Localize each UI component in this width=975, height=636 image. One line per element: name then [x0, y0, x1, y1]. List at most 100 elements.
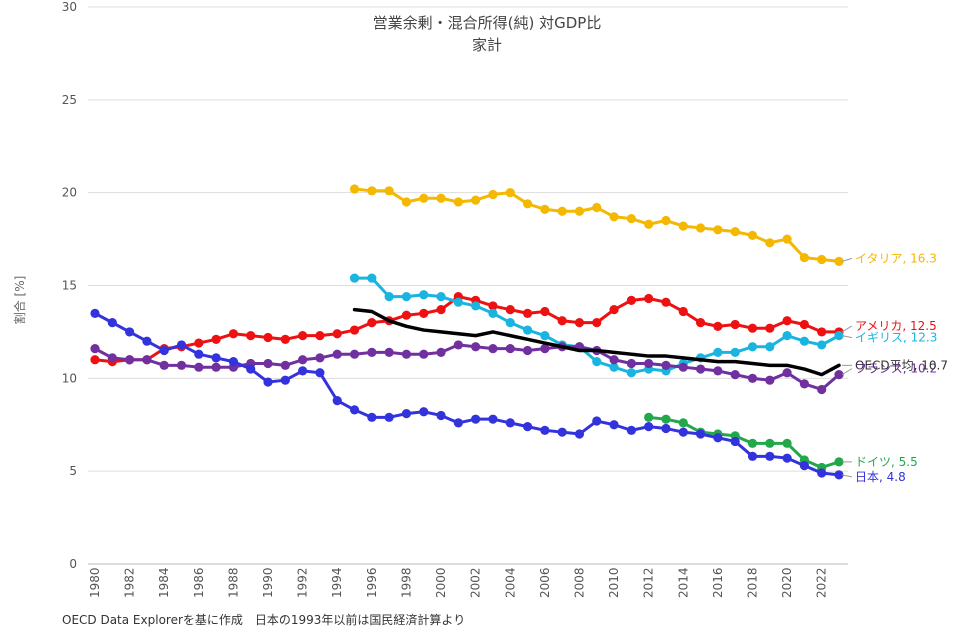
- data-point: [765, 323, 775, 333]
- data-point: [384, 347, 394, 357]
- x-tick-label: 2000: [434, 567, 448, 598]
- label-leader: [841, 474, 853, 478]
- data-point: [799, 253, 809, 263]
- data-point: [817, 340, 827, 350]
- data-point: [799, 319, 809, 330]
- data-point: [713, 347, 723, 357]
- x-tick-label: 2012: [642, 567, 656, 598]
- data-point: [678, 306, 688, 317]
- data-point: [90, 344, 100, 354]
- data-point: [419, 193, 429, 203]
- data-point: [332, 329, 342, 339]
- data-point: [626, 425, 636, 435]
- data-point: [436, 292, 446, 302]
- data-point: [471, 342, 481, 352]
- data-point: [367, 186, 377, 196]
- data-point: [125, 327, 135, 337]
- data-point: [298, 355, 308, 365]
- x-tick-label: 2006: [538, 567, 552, 598]
- data-point: [661, 423, 671, 434]
- data-point: [574, 429, 585, 439]
- label-leader: [841, 325, 853, 333]
- data-point: [471, 414, 481, 424]
- data-point: [505, 344, 515, 354]
- data-point: [194, 338, 204, 348]
- x-tick-label: 1992: [296, 567, 310, 598]
- data-point: [782, 316, 792, 326]
- data-point: [384, 292, 394, 302]
- data-point: [401, 349, 412, 359]
- data-point: [453, 418, 463, 428]
- y-tick-label: 5: [69, 464, 77, 478]
- data-point: [644, 412, 654, 422]
- series-line: [93, 311, 841, 477]
- data-point: [488, 414, 498, 424]
- data-point: [211, 362, 221, 372]
- label-leader: [841, 368, 853, 376]
- data-point: [522, 308, 533, 318]
- data-point: [782, 453, 792, 463]
- data-point: [747, 230, 758, 240]
- data-point: [349, 184, 360, 194]
- data-point: [799, 460, 809, 471]
- data-point: [765, 375, 775, 385]
- data-point: [471, 301, 481, 311]
- data-point: [332, 396, 342, 406]
- x-tick-label: 2022: [815, 567, 829, 598]
- data-point: [661, 297, 671, 307]
- data-point: [626, 214, 636, 224]
- data-point: [609, 355, 619, 365]
- data-point: [644, 293, 654, 304]
- data-point: [678, 221, 688, 231]
- data-point: [384, 412, 394, 422]
- data-point: [626, 358, 636, 369]
- data-point: [505, 418, 515, 428]
- data-point: [661, 360, 671, 370]
- data-point: [609, 212, 619, 222]
- data-point: [176, 360, 187, 370]
- data-point: [644, 358, 654, 369]
- x-tick-label: 2002: [469, 567, 483, 598]
- series-line: [647, 415, 841, 469]
- data-point: [332, 349, 342, 359]
- x-tick-label: 1984: [157, 567, 171, 598]
- data-point: [765, 438, 775, 448]
- y-axis-label: 割合 [%]: [12, 276, 27, 325]
- series-イタリア: [349, 184, 844, 266]
- data-point: [557, 427, 567, 437]
- data-point: [488, 308, 498, 318]
- data-point: [436, 410, 446, 421]
- data-point: [522, 345, 533, 356]
- data-point: [834, 457, 844, 467]
- data-point: [436, 347, 446, 357]
- data-point: [228, 329, 239, 339]
- data-point: [713, 366, 723, 376]
- data-point: [263, 377, 273, 387]
- y-tick-label: 10: [62, 371, 77, 385]
- data-point: [834, 470, 844, 480]
- source-note: OECD Data Explorerを基に作成 日本の1993年以前は国民経済計…: [62, 612, 465, 627]
- data-point: [609, 420, 619, 430]
- x-axis-ticks: 1980 1982 1984 1986 1988 1990 1992 1994 1996 1998…: [88, 567, 829, 598]
- data-point: [194, 362, 204, 372]
- data-point: [661, 414, 671, 424]
- data-point: [592, 416, 602, 426]
- data-point: [159, 360, 169, 370]
- data-point: [453, 197, 463, 207]
- label-leader: [841, 257, 853, 262]
- data-point: [505, 318, 515, 328]
- data-point: [557, 316, 567, 326]
- data-point: [540, 204, 550, 214]
- data-point: [349, 273, 360, 283]
- data-point: [678, 427, 688, 437]
- data-point: [90, 308, 100, 318]
- data-point: [263, 332, 273, 343]
- data-point: [401, 292, 412, 302]
- data-point: [419, 290, 429, 300]
- data-point: [644, 422, 654, 432]
- data-point: [401, 310, 412, 320]
- x-tick-label: 2010: [607, 567, 621, 598]
- data-point: [540, 331, 550, 341]
- data-point: [730, 436, 740, 447]
- data-point: [782, 368, 792, 378]
